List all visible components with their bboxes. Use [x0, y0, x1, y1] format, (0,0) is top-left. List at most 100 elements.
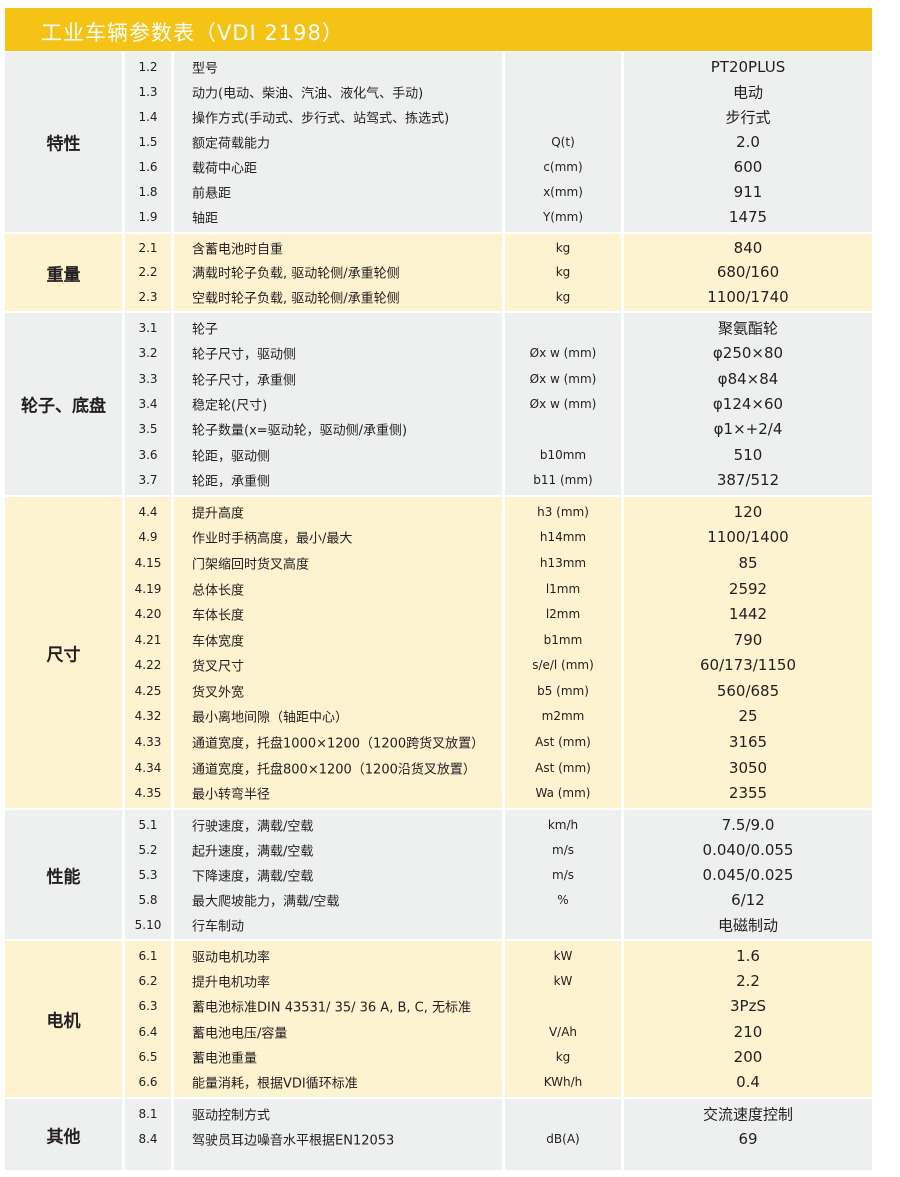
- row-number: 3.2: [138, 346, 158, 361]
- row-unit: kg: [555, 241, 571, 256]
- row-value: 69: [738, 1130, 758, 1149]
- row-description: 前悬距: [192, 186, 232, 202]
- row-description: 型号: [192, 61, 219, 77]
- column-bg-unit: [505, 234, 621, 311]
- row-number: 6.5: [138, 1049, 158, 1064]
- column-bg-unit: [505, 313, 621, 495]
- row-unit: Ast (mm): [535, 760, 591, 775]
- row-number: 4.25: [134, 683, 162, 698]
- table-row: 1.5 额定荷载能力 Q(t) 2.0: [5, 129, 872, 154]
- table-row: 5.10 行车制动 电磁制动: [5, 912, 872, 937]
- row-number: 2.2: [138, 265, 158, 280]
- table-row: 1.2 型号 PT20PLUS: [5, 54, 872, 79]
- row-description: 动力(电动、柴油、汽油、液化气、手动): [192, 86, 424, 102]
- section-label: 电机: [46, 1011, 81, 1032]
- row-value: φ84×84: [717, 369, 779, 388]
- table-row: 1.3 动力(电动、柴油、汽油、液化气、手动) 电动: [5, 79, 872, 104]
- row-unit: m2mm: [541, 709, 585, 724]
- row-number: 4.34: [134, 760, 162, 775]
- table-title-bar: 工业车辆参数表（VDI 2198）: [5, 8, 872, 51]
- row-number: 1.2: [138, 59, 158, 74]
- column-bg-desc: [174, 234, 502, 311]
- row-value: 电磁制动: [717, 916, 778, 934]
- table-row: 5.2 起升速度，满载/空载 m/s 0.040/0.055: [5, 837, 872, 862]
- row-value: 560/685: [716, 681, 780, 700]
- column-bg-cat: [5, 1099, 122, 1170]
- section-label: 特性: [46, 134, 81, 155]
- row-description: 行车制动: [192, 919, 245, 934]
- row-description: 能量消耗，根据VDI循环标准: [192, 1076, 358, 1092]
- section: 尺寸 4.4 提升高度 h3 (mm) 120 4.9 作业时手柄高度，最小/最大 h14mm…: [5, 497, 872, 808]
- row-value: 3PzS: [730, 997, 766, 1016]
- column-bg-num: [125, 810, 171, 939]
- table-row: 1.9 轴距 Y(mm) 1475: [5, 205, 872, 230]
- table-row: 4.4 提升高度 h3 (mm) 120: [5, 499, 872, 525]
- section: 电机 6.1 驱动电机功率 kW 1.6 6.2 提升电机功率 kW 2.2 6.3 蓄电池标准DI…: [5, 941, 872, 1097]
- row-description: 车体宽度: [192, 634, 245, 650]
- table-row: 6.2 提升电机功率 kW 2.2: [5, 968, 872, 993]
- row-unit: h13mm: [539, 555, 587, 570]
- row-value: 210: [733, 1022, 763, 1041]
- row-value: 2592: [728, 579, 768, 598]
- row-unit: s/e/l (mm): [532, 658, 594, 673]
- column-bg-desc: [174, 497, 502, 808]
- row-description: 起升速度，满载/空载: [192, 844, 314, 859]
- row-value: 200: [733, 1047, 763, 1066]
- table-row: 8.4 驾驶员耳边噪音水平根据EN12053 dB(A) 69: [5, 1127, 872, 1153]
- row-value: 911: [733, 183, 763, 202]
- row-value: 2.2: [736, 971, 760, 990]
- section: 重量 2.1 含蓄电池时自重 kg 840 2.2 满载时轮子负载, 驱动轮侧/承重轮侧 kg…: [5, 234, 872, 311]
- column-bg-cat: [5, 497, 122, 808]
- row-description: 操作方式(手动式、步行式、站驾式、拣选式): [192, 111, 450, 127]
- section-label: 轮子、底盘: [21, 396, 106, 417]
- column-bg-cat: [5, 313, 122, 495]
- row-description: 下降速度，满载/空载: [192, 869, 314, 884]
- row-unit: kW: [553, 948, 573, 963]
- row-description: 总体长度: [192, 583, 245, 599]
- section-label: 尺寸: [46, 645, 81, 665]
- row-description: 蓄电池电压/容量: [192, 1026, 288, 1042]
- row-description: 轮子尺寸，承重侧: [192, 373, 297, 389]
- row-number: 6.6: [138, 1075, 158, 1090]
- row-unit: %: [557, 892, 569, 907]
- row-number: 3.7: [138, 473, 158, 488]
- row-description: 空载时轮子负载, 驱动轮侧/承重轮侧: [192, 291, 400, 307]
- column-bg-cat: [5, 941, 122, 1097]
- column-bg-desc: [174, 313, 502, 495]
- row-number: 6.2: [138, 973, 158, 988]
- row-unit: l1mm: [545, 581, 581, 596]
- row-number: 3.6: [138, 447, 158, 462]
- row-value: 85: [738, 553, 758, 572]
- row-description: 蓄电池标准DIN 43531/ 35/ 36 A, B, C, 无标准: [192, 1000, 471, 1016]
- row-unit: Wa (mm): [535, 786, 591, 801]
- row-number: 4.32: [134, 709, 162, 724]
- column-bg-unit: [505, 497, 621, 808]
- row-unit: m/s: [552, 867, 574, 882]
- row-number: 4.15: [134, 555, 162, 570]
- row-unit: b1mm: [543, 632, 583, 647]
- row-description: 满载时轮子负载, 驱动轮侧/承重轮侧: [192, 266, 400, 282]
- column-bg-unit: [505, 810, 621, 939]
- table-row: 4.15 门架缩回时货叉高度 h13mm 85: [5, 550, 872, 576]
- column-bg-desc: [174, 52, 502, 232]
- row-description: 驱动控制方式: [192, 1108, 271, 1124]
- column-bg-desc: [174, 810, 502, 939]
- row-number: 4.33: [134, 734, 162, 749]
- table-row: 1.8 前悬距 x(mm) 911: [5, 180, 872, 205]
- row-value: 1100/1740: [707, 287, 789, 306]
- column-bg-unit: [505, 1099, 621, 1170]
- row-number: 5.2: [138, 842, 158, 857]
- column-bg-num: [125, 313, 171, 495]
- section: 特性 1.2 型号 PT20PLUS 1.3 动力(电动、柴油、汽油、液化气、手动) 电动 1…: [5, 52, 872, 232]
- row-number: 1.4: [138, 109, 158, 124]
- row-number: 8.4: [138, 1132, 158, 1147]
- table-row: 4.22 货叉尺寸 s/e/l (mm) 60/173/1150: [5, 652, 872, 678]
- row-description: 含蓄电池时自重: [192, 242, 284, 258]
- row-description: 货叉外宽: [192, 685, 245, 701]
- row-description: 最小转弯半径: [192, 787, 271, 803]
- table-row: 3.1 轮子 聚氨酯轮: [5, 315, 872, 340]
- row-value: 120: [733, 502, 763, 521]
- row-value: 60/173/1150: [700, 656, 796, 675]
- row-value: PT20PLUS: [710, 57, 786, 76]
- row-unit: m/s: [552, 842, 574, 857]
